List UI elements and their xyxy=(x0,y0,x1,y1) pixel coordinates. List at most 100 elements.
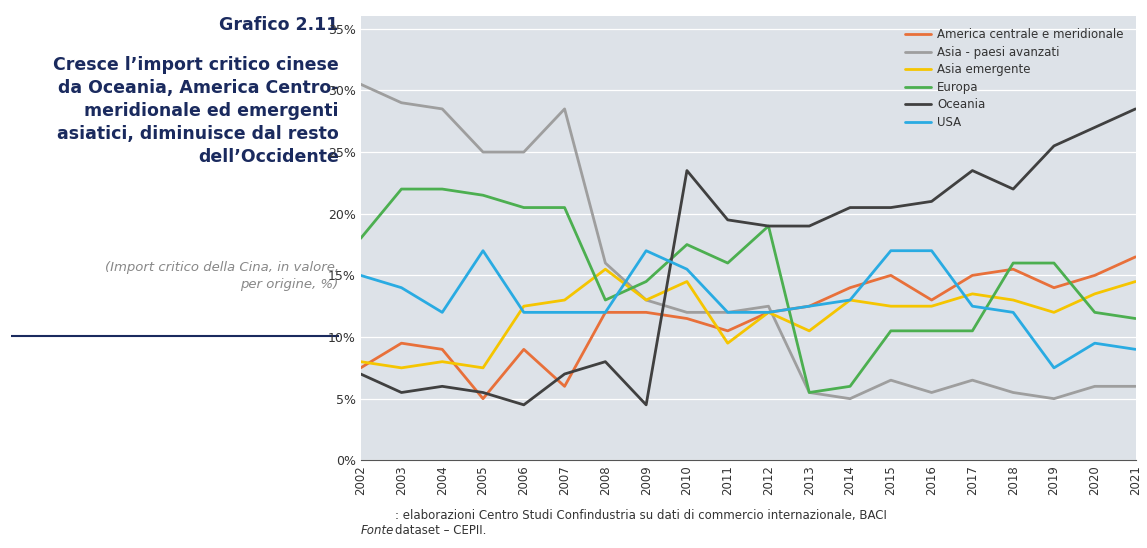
Asia - paesi avanzati xyxy=(517,149,531,156)
Line: Asia - paesi avanzati: Asia - paesi avanzati xyxy=(360,84,1136,399)
Asia - paesi avanzati xyxy=(476,149,490,156)
Asia emergente xyxy=(680,278,694,285)
Oceania xyxy=(557,370,571,377)
Europa xyxy=(599,297,612,304)
USA xyxy=(395,284,408,291)
America centrale e meridionale xyxy=(720,328,734,334)
Europa xyxy=(395,186,408,192)
Asia - paesi avanzati xyxy=(599,260,612,266)
Asia - paesi avanzati xyxy=(395,100,408,106)
Europa xyxy=(803,389,817,396)
Oceania xyxy=(720,216,734,223)
Asia emergente xyxy=(557,297,571,304)
Oceania xyxy=(884,204,898,211)
USA xyxy=(966,303,980,310)
USA xyxy=(353,272,367,278)
Europa xyxy=(639,278,653,285)
Asia emergente xyxy=(599,266,612,272)
Asia - paesi avanzati xyxy=(639,297,653,304)
Asia emergente xyxy=(1047,309,1061,316)
Line: USA: USA xyxy=(360,251,1136,368)
Text: : elaborazioni Centro Studi Confindustria su dati di commercio internazionale, B: : elaborazioni Centro Studi Confindustri… xyxy=(395,509,887,537)
Asia - paesi avanzati xyxy=(1087,383,1101,390)
Asia emergente xyxy=(762,309,775,316)
Asia - paesi avanzati xyxy=(680,309,694,316)
Asia emergente xyxy=(720,340,734,346)
USA xyxy=(1087,340,1101,346)
Europa xyxy=(1006,260,1020,266)
Asia emergente xyxy=(395,364,408,371)
Asia emergente xyxy=(884,303,898,310)
USA xyxy=(436,309,450,316)
Asia - paesi avanzati xyxy=(1006,389,1020,396)
USA xyxy=(720,309,734,316)
Europa xyxy=(517,204,531,211)
America centrale e meridionale xyxy=(924,297,938,304)
Asia emergente xyxy=(1129,278,1142,285)
Oceania xyxy=(1006,186,1020,192)
Europa xyxy=(966,328,980,334)
Oceania xyxy=(599,358,612,365)
Text: Cresce l’import critico cinese
da Oceania, America Centro-
meridionale ed emerge: Cresce l’import critico cinese da Oceani… xyxy=(53,56,338,166)
Line: Oceania: Oceania xyxy=(360,109,1136,405)
America centrale e meridionale xyxy=(884,272,898,278)
Europa xyxy=(884,328,898,334)
America centrale e meridionale xyxy=(476,396,490,402)
Europa xyxy=(924,328,938,334)
USA xyxy=(639,248,653,254)
USA xyxy=(517,309,531,316)
Europa xyxy=(476,192,490,198)
USA xyxy=(803,303,817,310)
Europa xyxy=(353,235,367,242)
Text: (Import critico della Cina, in valore,
per origine, %): (Import critico della Cina, in valore, p… xyxy=(104,261,338,290)
America centrale e meridionale xyxy=(517,346,531,353)
USA xyxy=(924,248,938,254)
Oceania xyxy=(803,223,817,230)
USA xyxy=(762,309,775,316)
Oceania xyxy=(436,383,450,390)
America centrale e meridionale xyxy=(762,309,775,316)
USA xyxy=(680,266,694,272)
Text: Fonte: Fonte xyxy=(360,524,395,537)
Text: Grafico 2.11: Grafico 2.11 xyxy=(219,16,338,35)
Asia - paesi avanzati xyxy=(720,309,734,316)
USA xyxy=(884,248,898,254)
America centrale e meridionale xyxy=(1087,272,1101,278)
USA xyxy=(843,297,857,304)
Line: Europa: Europa xyxy=(360,189,1136,392)
Oceania xyxy=(680,167,694,174)
Europa xyxy=(762,223,775,230)
America centrale e meridionale xyxy=(803,303,817,310)
Europa xyxy=(436,186,450,192)
USA xyxy=(1006,309,1020,316)
America centrale e meridionale xyxy=(599,309,612,316)
Asia emergente xyxy=(1006,297,1020,304)
USA xyxy=(1047,364,1061,371)
Asia emergente xyxy=(517,303,531,310)
Asia emergente xyxy=(353,358,367,365)
USA xyxy=(1129,346,1142,353)
Line: Asia emergente: Asia emergente xyxy=(360,269,1136,368)
Asia - paesi avanzati xyxy=(803,389,817,396)
Europa xyxy=(1129,315,1142,322)
Asia emergente xyxy=(436,358,450,365)
Asia emergente xyxy=(476,364,490,371)
America centrale e meridionale xyxy=(395,340,408,346)
Oceania xyxy=(1129,106,1142,112)
Asia emergente xyxy=(843,297,857,304)
Line: America centrale e meridionale: America centrale e meridionale xyxy=(360,257,1136,399)
Asia emergente xyxy=(803,328,817,334)
Europa xyxy=(1087,309,1101,316)
Asia emergente xyxy=(639,297,653,304)
Asia - paesi avanzati xyxy=(1047,396,1061,402)
America centrale e meridionale xyxy=(843,284,857,291)
Asia - paesi avanzati xyxy=(966,377,980,384)
Asia emergente xyxy=(1087,290,1101,297)
Oceania xyxy=(762,223,775,230)
America centrale e meridionale xyxy=(1129,254,1142,260)
America centrale e meridionale xyxy=(966,272,980,278)
Asia - paesi avanzati xyxy=(762,303,775,310)
USA xyxy=(599,309,612,316)
Oceania xyxy=(517,402,531,408)
Europa xyxy=(720,260,734,266)
